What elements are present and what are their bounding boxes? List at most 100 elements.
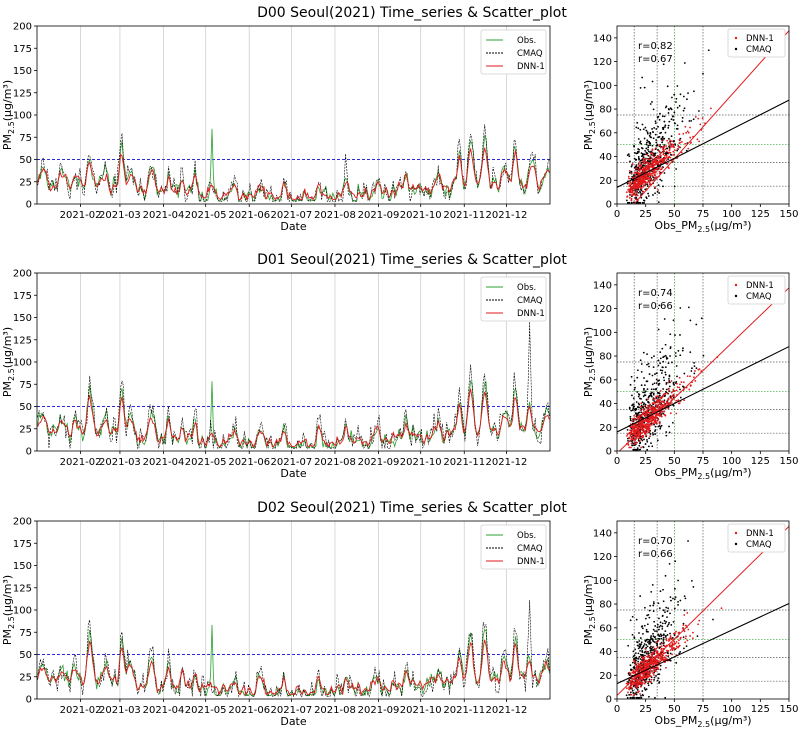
cmaq-point — [643, 394, 646, 397]
cmaq-point — [662, 185, 664, 188]
cmaq-point — [665, 388, 668, 391]
timeseries-xtick-label: 2021-02 — [60, 457, 102, 468]
dnn-point — [651, 152, 654, 155]
cmaq-point — [629, 383, 632, 386]
dnn-point — [653, 674, 655, 676]
cmaq-point — [685, 149, 688, 152]
cmaq-point — [642, 156, 645, 158]
cmaq-point — [685, 645, 688, 648]
cmaq-point — [666, 616, 668, 619]
cmaq-point — [646, 363, 648, 366]
cmaq-point — [676, 375, 678, 378]
dnn-point — [636, 670, 639, 673]
dnn-point — [636, 194, 639, 197]
dnn-point — [648, 181, 651, 184]
scatter-xtick-label: 100 — [722, 456, 741, 467]
dnn-point — [633, 443, 636, 445]
timeseries-ytick-label: 125 — [13, 335, 32, 346]
dnn-point — [635, 668, 638, 671]
dnn-series-line — [37, 388, 550, 448]
dnn-point — [683, 399, 686, 402]
dnn-point — [628, 686, 631, 689]
dnn-point — [651, 662, 654, 665]
scatter-legend-box — [727, 28, 786, 58]
dnn-point — [648, 408, 651, 411]
dnn-point — [651, 148, 654, 151]
cmaq-point — [668, 621, 671, 624]
dnn-point — [671, 395, 674, 398]
cmaq-point — [645, 652, 648, 655]
dnn-point — [649, 423, 652, 426]
cmaq-correlation-label: r=0.67 — [638, 54, 673, 65]
cmaq-point — [633, 667, 636, 670]
dnn-point — [629, 432, 632, 434]
dnn-point — [665, 639, 668, 642]
timeseries-ytick-label: 200 — [13, 22, 32, 33]
timeseries-ytick-label: 75 — [19, 133, 32, 144]
cmaq-point — [638, 632, 640, 634]
scatter-xtick-label: 150 — [779, 704, 798, 715]
cmaq-point — [640, 438, 643, 440]
cmaq-point — [642, 391, 645, 394]
dnn-point — [662, 152, 665, 154]
dnn-point — [657, 395, 659, 398]
dnn-point — [630, 172, 633, 175]
dnn-point — [643, 405, 646, 408]
cmaq-point — [674, 587, 676, 590]
dnn-point — [663, 410, 666, 413]
cmaq-point — [675, 365, 678, 367]
dnn-point — [651, 174, 654, 177]
cmaq-point — [652, 392, 655, 395]
dnn-point — [631, 194, 634, 196]
cmaq-point — [649, 643, 651, 645]
cmaq-point — [652, 137, 655, 140]
dnn-point — [651, 160, 654, 163]
dnn-point — [652, 667, 655, 670]
cmaq-point — [640, 370, 643, 373]
dnn-point — [635, 665, 638, 668]
scatter-ytick-label: 60 — [599, 128, 612, 139]
cmaq-point — [653, 355, 655, 358]
dnn-point — [628, 688, 631, 690]
cmaq-point — [648, 437, 650, 440]
cmaq-point — [659, 624, 662, 627]
timeseries-xlabel: Date — [280, 715, 307, 728]
cmaq-point — [648, 394, 651, 397]
dnn-point — [661, 656, 664, 659]
cmaq-point — [669, 652, 672, 655]
timeseries-xtick-label: 2021-05 — [185, 705, 227, 716]
cmaq-point — [645, 643, 648, 646]
dnn-point — [654, 409, 656, 411]
scatter-legend-label: DNN-1 — [746, 281, 774, 291]
dnn-point — [658, 170, 661, 173]
dnn-point — [650, 424, 653, 426]
cmaq-point — [663, 318, 666, 320]
cmaq-point — [657, 391, 660, 394]
cmaq-point — [634, 648, 637, 651]
dnn-point — [676, 148, 679, 151]
dnn-point — [655, 422, 658, 425]
cmaq-point — [648, 401, 650, 404]
cmaq-point — [635, 656, 638, 659]
cmaq-point — [669, 346, 672, 348]
dnn-point — [653, 155, 656, 158]
cmaq-point — [664, 366, 667, 369]
dnn-point — [640, 682, 643, 685]
dnn-point — [628, 196, 631, 199]
dnn-point — [655, 161, 658, 163]
dnn-point — [656, 162, 659, 165]
cmaq-point — [667, 377, 670, 380]
scatter-ylabel-sub: 2.5 — [588, 616, 597, 629]
timeseries-xlabel: Date — [280, 220, 307, 233]
scatter-xlabel: Obs_PM2.5(μg/m³) — [654, 466, 751, 481]
dnn-point — [669, 142, 672, 145]
cmaq-point — [654, 430, 656, 433]
dnn-point — [697, 117, 700, 120]
dnn-point — [643, 180, 646, 182]
cmaq-point — [641, 201, 644, 204]
dnn-point — [689, 635, 691, 637]
dnn-point — [687, 628, 690, 631]
dnn-point — [647, 653, 650, 656]
dnn-point — [644, 158, 647, 160]
dnn-point — [638, 170, 641, 172]
